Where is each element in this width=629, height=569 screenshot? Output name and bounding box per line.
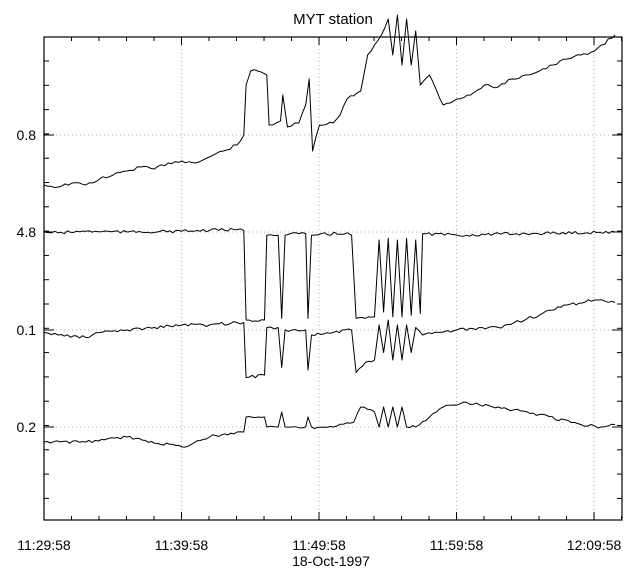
plot-frame bbox=[43, 36, 623, 521]
series-1-line bbox=[43, 14, 616, 189]
series-4-line bbox=[43, 401, 616, 448]
x-tick-label: 11:29:58 bbox=[17, 537, 71, 553]
y-tick-label: 0.1 bbox=[17, 322, 37, 338]
y-tick-labels: 0.8 4.8 0.1 0.2 bbox=[17, 127, 37, 435]
y-tick-label: 0.2 bbox=[17, 419, 37, 435]
x-tick-label: 12:09:58 bbox=[567, 537, 622, 553]
chart-title: MYT station bbox=[293, 11, 373, 28]
ticks bbox=[43, 37, 623, 520]
grid bbox=[43, 37, 622, 520]
series-2-line bbox=[43, 227, 616, 322]
x-tick-label: 11:39:58 bbox=[155, 537, 209, 553]
traces bbox=[43, 14, 616, 448]
x-axis-label: 18-Oct-1997 bbox=[292, 553, 370, 569]
y-tick-label: 4.8 bbox=[17, 224, 37, 240]
x-tick-label: 11:59:58 bbox=[430, 537, 484, 553]
x-tick-labels: 11:29:58 11:39:58 11:49:58 11:59:58 12:09:58 bbox=[17, 537, 621, 553]
series-3-line bbox=[43, 299, 616, 379]
y-tick-label: 0.8 bbox=[17, 127, 37, 143]
x-tick-label: 11:49:58 bbox=[292, 537, 346, 553]
